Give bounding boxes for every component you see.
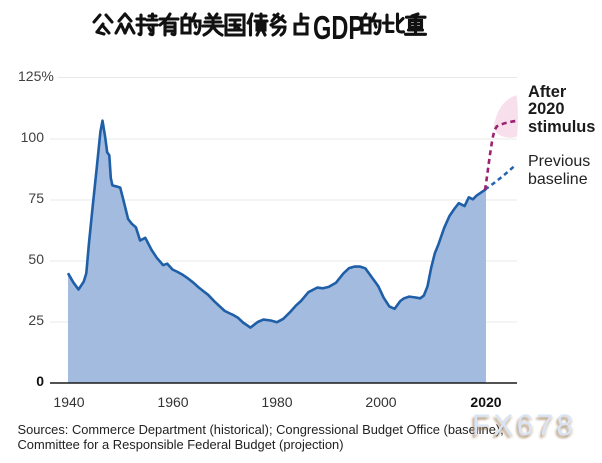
- svg-text:GDP: GDP: [313, 10, 364, 47]
